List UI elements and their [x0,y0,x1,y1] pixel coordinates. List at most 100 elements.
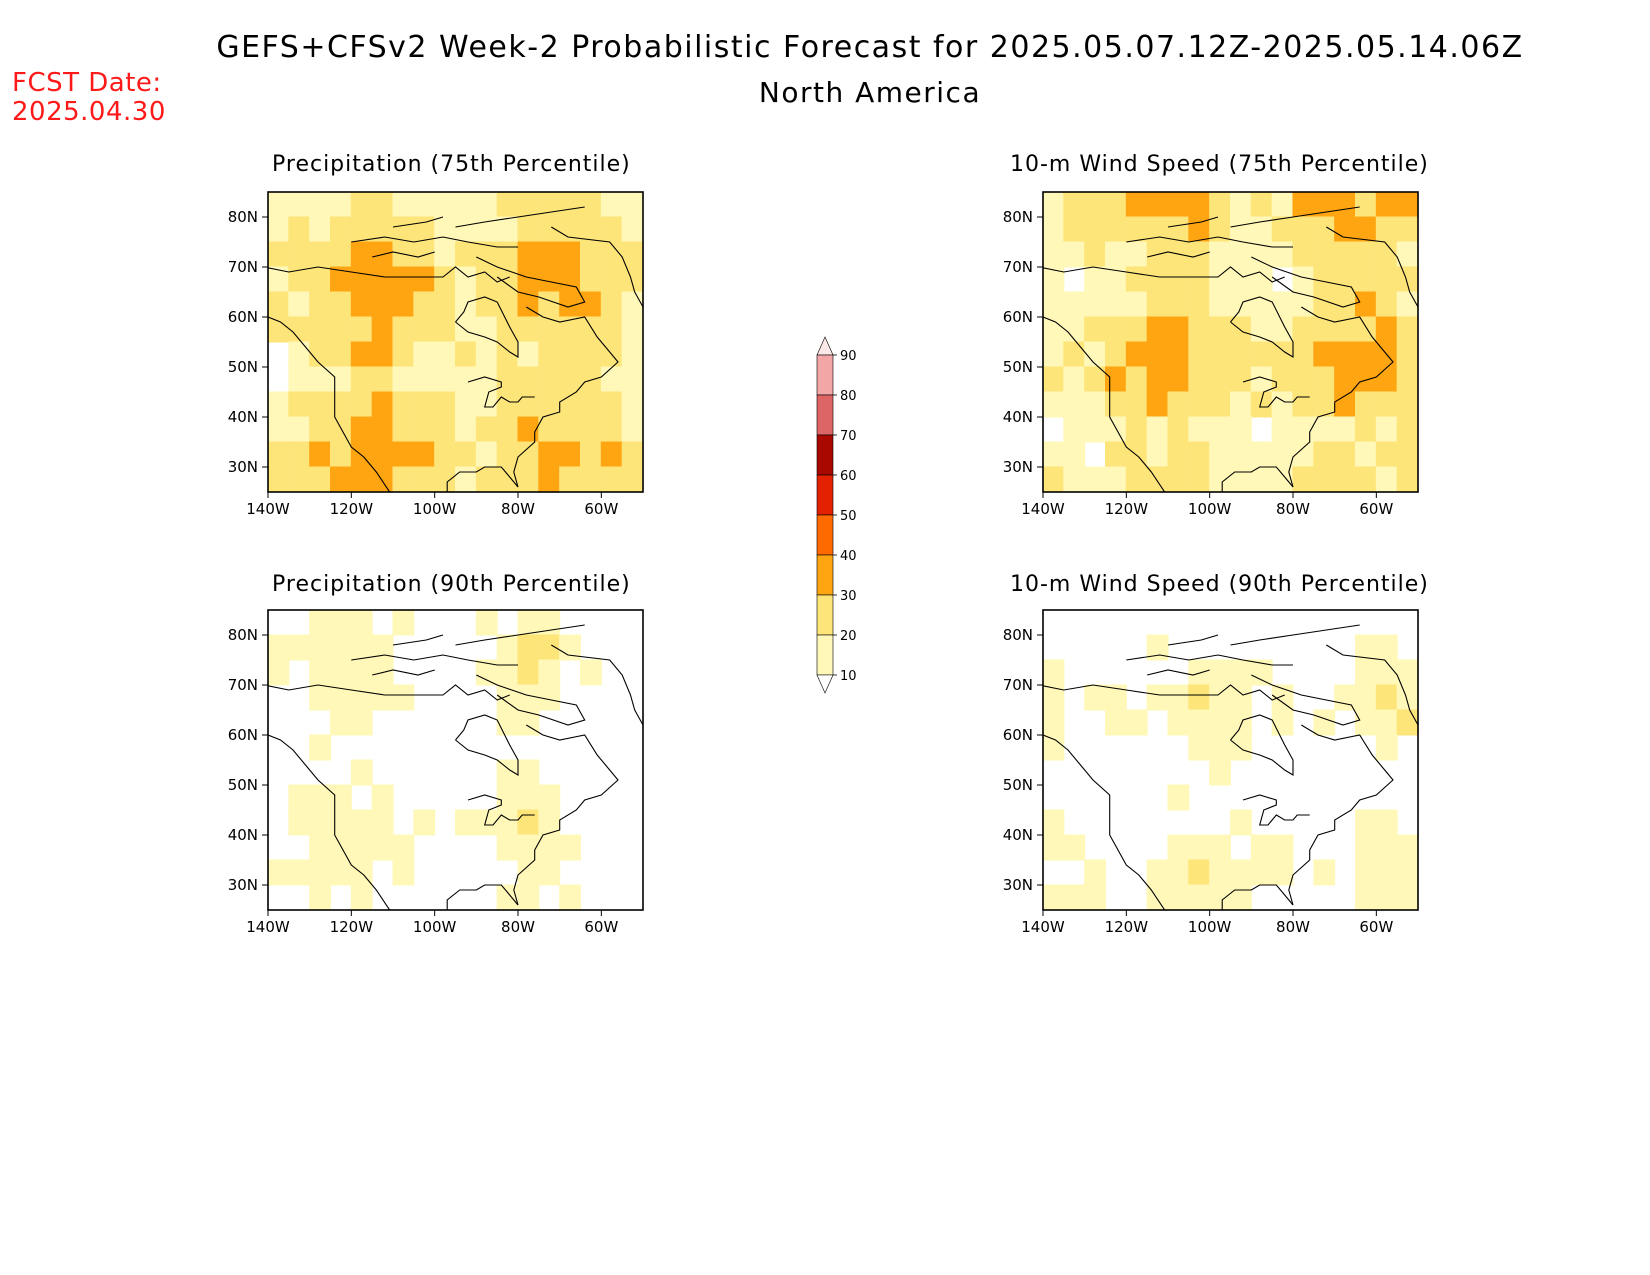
shade-cell [1063,341,1086,368]
precip90-frame [267,609,644,911]
shade-cell [309,784,331,811]
colorbar-label: 20 [840,629,857,644]
shade-cell [1209,291,1231,318]
shade-cell [559,416,581,443]
shade-cell [1146,416,1169,443]
shade-cell [621,416,643,443]
shade-cell [309,441,331,468]
wind75-svg: 80N 70N 60N 50N 40N 30N 140W 120W 100W 80W 60W [1003,191,1419,518]
shade-cell [1230,266,1252,293]
shade-cell [538,809,561,836]
shade-cell [413,192,436,218]
shade-cell [1209,316,1231,343]
shade-cell [371,266,394,293]
shade-cell [496,366,519,393]
shade-cell [1043,441,1065,468]
shade-cell [1084,192,1106,218]
shade-cell [392,610,415,636]
shade-cell [1188,834,1211,861]
shade-cell [268,659,290,686]
shade-cell [621,391,643,418]
shade-cell [413,809,436,836]
shade-cell [1043,809,1065,836]
shade-cell [1396,341,1418,368]
shade-cell [371,834,394,861]
shade-cell [1125,466,1148,492]
shade-cell [1250,859,1273,886]
shade-cell [1125,366,1148,393]
shade-cell [559,366,581,393]
shade-cell [517,416,540,443]
lat-tick-label: 80N [228,208,258,226]
shade-cell [517,266,540,293]
shade-cell [1355,441,1377,468]
shade-cell [1334,316,1356,343]
shade-cell [455,441,477,468]
shade-cell [600,316,623,343]
shade-cell [455,341,477,368]
shade-cell [1355,684,1377,711]
shade-cell [1084,391,1106,418]
colorbar-label: 60 [840,469,857,484]
shade-cell [517,684,540,711]
shade-cell [600,241,623,268]
shade-cell [371,784,394,811]
shade-cell [288,634,311,661]
shade-cell [1334,192,1356,218]
coastline [1288,724,1394,906]
shade-cell [1125,391,1148,418]
shade-cell [1043,659,1065,686]
shade-cell [517,709,540,736]
shade-cell [1230,441,1252,468]
coastline [455,296,519,358]
shade-cell [288,466,311,492]
lon-tick-label: 100W [1188,500,1232,518]
shade-cell [621,192,643,218]
shade-cell [517,659,540,686]
shade-cell [1396,266,1418,293]
shade-cell [330,192,352,218]
lat-tick-label: 30N [1003,876,1033,894]
shade-cell [1146,216,1169,243]
shade-cell [288,216,311,243]
shade-cell [1230,416,1252,443]
shade-cell [330,441,352,468]
shade-cell [1188,192,1211,218]
shade-cell [371,809,394,836]
shade-cell [350,416,373,443]
wind90-shading [1043,610,1418,910]
shade-cell [1063,241,1086,268]
shade-cell [1396,316,1418,343]
shade-cell [1271,859,1294,886]
colorbar-box [816,554,834,596]
shade-cell [309,391,331,418]
shade-cell [1271,416,1294,443]
shade-cell [559,634,581,661]
shade-cell [1063,316,1086,343]
shade-cell [434,291,456,318]
wind75-frame [1042,191,1419,493]
colorbar-label: 80 [840,389,857,404]
shade-cell [1188,316,1211,343]
shade-cell [1105,441,1127,468]
shade-cell [309,366,331,393]
shade-cell [288,341,311,368]
shade-cell [371,634,394,661]
shade-cell [350,809,373,836]
lat-tick-label: 80N [228,626,258,644]
shade-cell [1084,266,1106,293]
shade-cell [559,391,581,418]
coastline [1230,624,1360,646]
shade-cell [350,341,373,368]
shade-cell [1146,192,1169,218]
shade-cell [1271,216,1294,243]
shade-cell [1146,859,1169,886]
shade-cell [1271,441,1294,468]
shade-cell [1188,659,1211,686]
shade-cell [1084,316,1106,343]
shade-cell [309,634,331,661]
shade-cell [330,684,352,711]
shade-cell [413,341,436,368]
shade-cell [1167,784,1190,811]
shade-cell [1063,192,1086,218]
